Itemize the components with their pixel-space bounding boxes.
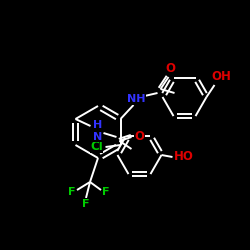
Text: F: F	[68, 187, 76, 197]
Text: F: F	[102, 187, 110, 197]
Text: Cl: Cl	[90, 140, 103, 152]
Text: O: O	[134, 130, 144, 142]
Text: OH: OH	[212, 70, 232, 82]
Text: HO: HO	[174, 150, 194, 164]
Text: F: F	[82, 199, 90, 209]
Text: H
N: H N	[93, 120, 102, 142]
Text: O: O	[166, 62, 175, 74]
Text: NH: NH	[127, 94, 146, 104]
